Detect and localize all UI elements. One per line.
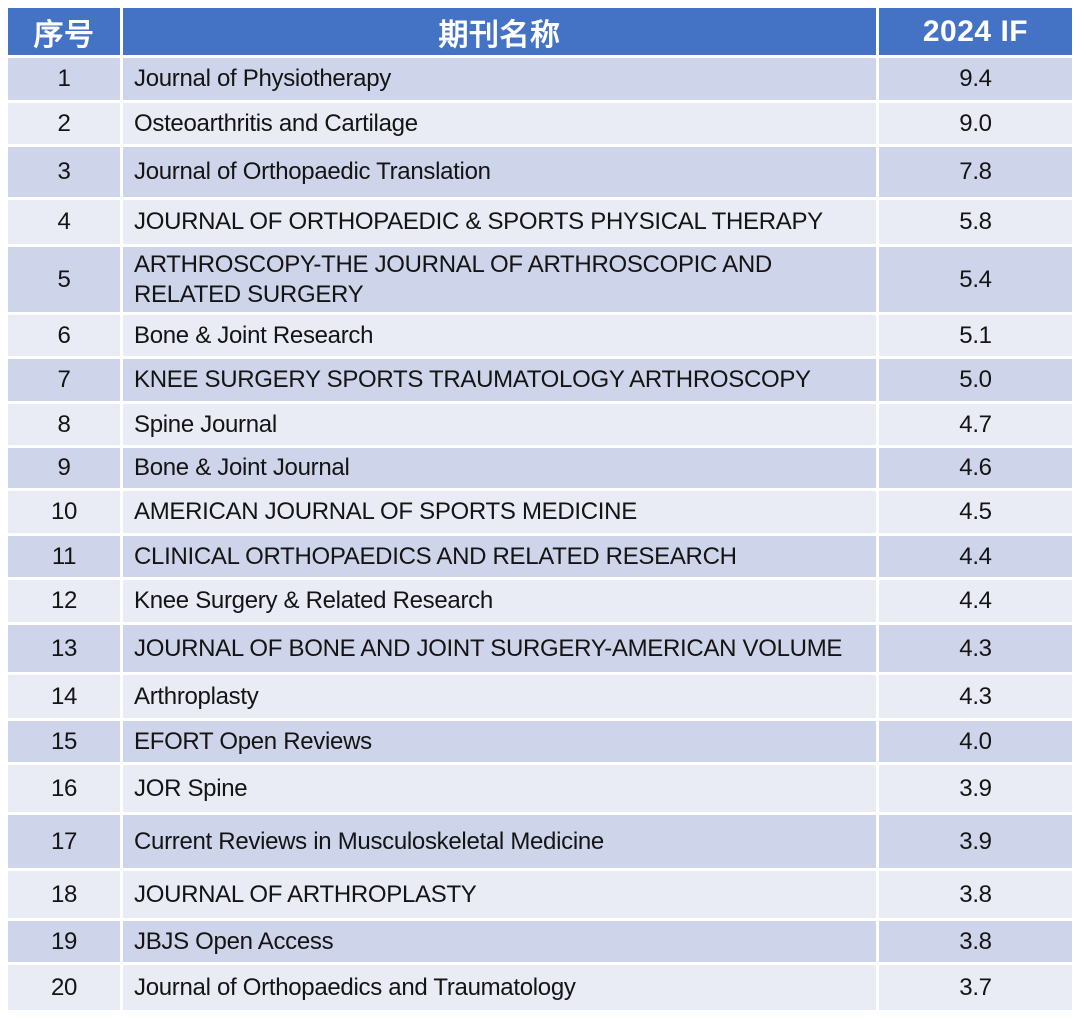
row-index: 20 [8, 965, 120, 1013]
row-index: 5 [8, 247, 120, 315]
journal-impact-factor-table: 序号 期刊名称 2024 IF 1 Journal of Physiothera… [8, 8, 1072, 1013]
header-row: 序号 期刊名称 2024 IF [8, 8, 1072, 58]
table-row: 10 AMERICAN JOURNAL OF SPORTS MEDICINE 4… [8, 491, 1072, 536]
table-row: 2 Osteoarthritis and Cartilage 9.0 [8, 103, 1072, 147]
impact-factor: 5.4 [876, 247, 1072, 315]
journal-name: Journal of Physiotherapy [120, 58, 876, 103]
table-row: 5 ARTHROSCOPY-THE JOURNAL OF ARTHROSCOPI… [8, 247, 1072, 315]
table-row: 8 Spine Journal 4.7 [8, 404, 1072, 448]
impact-factor: 5.0 [876, 359, 1072, 404]
row-index: 1 [8, 58, 120, 103]
row-index: 16 [8, 765, 120, 815]
journal-name: Arthroplasty [120, 675, 876, 721]
journal-name: Spine Journal [120, 404, 876, 448]
impact-factor: 4.3 [876, 675, 1072, 721]
journal-name: KNEE SURGERY SPORTS TRAUMATOLOGY ARTHROS… [120, 359, 876, 404]
impact-factor: 4.0 [876, 721, 1072, 765]
row-index: 15 [8, 721, 120, 765]
journal-name: JOURNAL OF ARTHROPLASTY [120, 871, 876, 921]
table-row: 7 KNEE SURGERY SPORTS TRAUMATOLOGY ARTHR… [8, 359, 1072, 404]
journal-name: CLINICAL ORTHOPAEDICS AND RELATED RESEAR… [120, 536, 876, 580]
table-row: 18 JOURNAL OF ARTHROPLASTY 3.8 [8, 871, 1072, 921]
row-index: 10 [8, 491, 120, 536]
journal-name: Journal of Orthopaedic Translation [120, 147, 876, 200]
table-row: 20 Journal of Orthopaedics and Traumatol… [8, 965, 1072, 1013]
row-index: 19 [8, 921, 120, 965]
table-row: 17 Current Reviews in Musculoskeletal Me… [8, 815, 1072, 871]
table-row: 12 Knee Surgery & Related Research 4.4 [8, 580, 1072, 625]
journal-name: JOURNAL OF ORTHOPAEDIC & SPORTS PHYSICAL… [120, 200, 876, 247]
journal-name: JOR Spine [120, 765, 876, 815]
impact-factor: 4.4 [876, 580, 1072, 625]
journal-name: Journal of Orthopaedics and Traumatology [120, 965, 876, 1013]
row-index: 7 [8, 359, 120, 404]
journal-name: Knee Surgery & Related Research [120, 580, 876, 625]
row-index: 6 [8, 315, 120, 359]
journal-name: EFORT Open Reviews [120, 721, 876, 765]
table-row: 6 Bone & Joint Research 5.1 [8, 315, 1072, 359]
row-index: 4 [8, 200, 120, 247]
impact-factor: 5.1 [876, 315, 1072, 359]
column-header-index: 序号 [8, 8, 120, 58]
journal-name: Osteoarthritis and Cartilage [120, 103, 876, 147]
row-index: 8 [8, 404, 120, 448]
table-row: 14 Arthroplasty 4.3 [8, 675, 1072, 721]
table-row: 19 JBJS Open Access 3.8 [8, 921, 1072, 965]
journal-name: AMERICAN JOURNAL OF SPORTS MEDICINE [120, 491, 876, 536]
row-index: 18 [8, 871, 120, 921]
impact-factor: 5.8 [876, 200, 1072, 247]
impact-factor: 3.9 [876, 765, 1072, 815]
row-index: 2 [8, 103, 120, 147]
impact-factor: 3.9 [876, 815, 1072, 871]
row-index: 14 [8, 675, 120, 721]
table-row: 15 EFORT Open Reviews 4.0 [8, 721, 1072, 765]
journal-name: JBJS Open Access [120, 921, 876, 965]
impact-factor: 4.5 [876, 491, 1072, 536]
table-row: 4 JOURNAL OF ORTHOPAEDIC & SPORTS PHYSIC… [8, 200, 1072, 247]
journal-name: JOURNAL OF BONE AND JOINT SURGERY-AMERIC… [120, 625, 876, 675]
row-index: 9 [8, 448, 120, 491]
journal-name: Current Reviews in Musculoskeletal Medic… [120, 815, 876, 871]
impact-factor: 3.8 [876, 871, 1072, 921]
impact-factor: 7.8 [876, 147, 1072, 200]
row-index: 17 [8, 815, 120, 871]
table-row: 1 Journal of Physiotherapy 9.4 [8, 58, 1072, 103]
column-header-if: 2024 IF [876, 8, 1072, 58]
row-index: 12 [8, 580, 120, 625]
impact-factor: 4.3 [876, 625, 1072, 675]
table-row: 13 JOURNAL OF BONE AND JOINT SURGERY-AME… [8, 625, 1072, 675]
table-row: 3 Journal of Orthopaedic Translation 7.8 [8, 147, 1072, 200]
impact-factor: 4.6 [876, 448, 1072, 491]
row-index: 3 [8, 147, 120, 200]
impact-factor: 4.4 [876, 536, 1072, 580]
impact-factor: 9.0 [876, 103, 1072, 147]
impact-factor: 4.7 [876, 404, 1072, 448]
table-row: 9 Bone & Joint Journal 4.6 [8, 448, 1072, 491]
table-row: 11 CLINICAL ORTHOPAEDICS AND RELATED RES… [8, 536, 1072, 580]
journal-name: Bone & Joint Journal [120, 448, 876, 491]
column-header-journal: 期刊名称 [120, 8, 876, 58]
table-row: 16 JOR Spine 3.9 [8, 765, 1072, 815]
impact-factor: 9.4 [876, 58, 1072, 103]
row-index: 13 [8, 625, 120, 675]
row-index: 11 [8, 536, 120, 580]
journal-name: ARTHROSCOPY-THE JOURNAL OF ARTHROSCOPIC … [120, 247, 876, 315]
impact-factor: 3.8 [876, 921, 1072, 965]
journal-name: Bone & Joint Research [120, 315, 876, 359]
impact-factor: 3.7 [876, 965, 1072, 1013]
